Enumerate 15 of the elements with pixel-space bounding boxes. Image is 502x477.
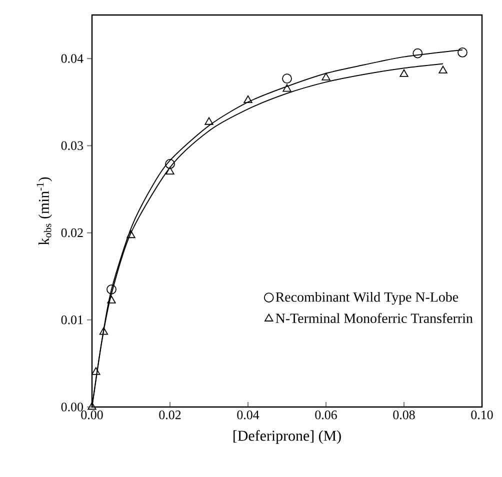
y-tick-label: 0.03 [61, 141, 83, 150]
x-tick-label: 0.04 [237, 410, 260, 420]
x-axis-title: [Deferiprone] (M) [234, 430, 341, 444]
legend-label: N-Terminal Monoferric Transferrin [276, 313, 473, 324]
y-tick-label: 0.02 [61, 228, 83, 238]
y-tick-label: 0.04 [61, 54, 84, 63]
y-tick-label: 0.00 [61, 402, 84, 412]
x-tick-label: 0.10 [471, 410, 493, 420]
legend-label: Recombinant Wild Type N-Lobe [276, 292, 458, 305]
y-tick-label: 0.01 [61, 315, 83, 324]
x-tick-label: 0.06 [315, 410, 337, 420]
y-axis-title: k$_{obs}$ (min$^{-1}$) [36, 177, 52, 246]
x-tick-label: 0.02 [159, 410, 181, 420]
x-tick-label: 0.00 [81, 410, 103, 420]
x-tick-label: 0.08 [393, 410, 415, 420]
